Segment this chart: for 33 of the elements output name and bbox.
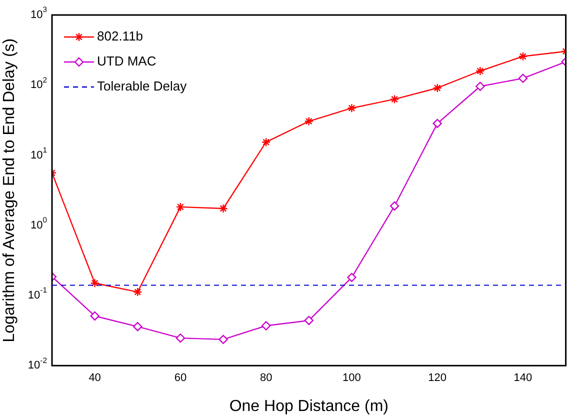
- point: [304, 316, 314, 326]
- x-axis-title: One Hop Distance (m): [229, 398, 388, 415]
- x-tick-label: 100: [342, 372, 361, 384]
- point: [476, 82, 485, 91]
- point: [261, 137, 271, 147]
- point: [304, 116, 314, 126]
- point: [476, 66, 485, 76]
- point: [90, 278, 100, 288]
- point: [432, 83, 442, 93]
- point: [518, 52, 528, 61]
- point: [432, 118, 442, 128]
- x-tick-label: 120: [428, 372, 447, 384]
- point: [390, 94, 400, 104]
- x-tick-label: 60: [174, 372, 187, 384]
- point: [90, 311, 100, 321]
- x-tick-label: 40: [88, 372, 101, 384]
- legend-label: UTD MAC: [97, 54, 156, 69]
- point: [518, 74, 528, 83]
- point: [133, 287, 142, 297]
- x-tick-label: 80: [260, 372, 272, 384]
- point: [218, 204, 228, 214]
- point: [261, 321, 271, 330]
- y-axis-title: Logarithm of Average End to End Delay (s): [1, 38, 18, 342]
- point: [218, 334, 228, 344]
- point: [176, 202, 186, 212]
- point: [133, 322, 142, 332]
- point: [176, 333, 186, 343]
- point: [347, 272, 356, 282]
- point: [347, 104, 356, 113]
- legend-label: 802.11b: [97, 28, 144, 44]
- legend-label: Tolerable Delay: [97, 78, 188, 94]
- x-tick-label: 140: [514, 372, 532, 384]
- point: [390, 201, 400, 211]
